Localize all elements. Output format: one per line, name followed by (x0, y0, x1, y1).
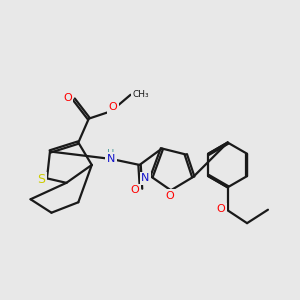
Text: S: S (38, 173, 46, 186)
Text: O: O (63, 93, 72, 103)
Text: O: O (108, 102, 117, 112)
Text: N: N (141, 173, 150, 183)
Text: CH₃: CH₃ (132, 90, 149, 99)
Text: O: O (131, 185, 140, 195)
Text: N: N (107, 154, 116, 164)
Text: O: O (165, 191, 174, 201)
Text: O: O (217, 204, 225, 214)
Text: H: H (107, 148, 115, 159)
